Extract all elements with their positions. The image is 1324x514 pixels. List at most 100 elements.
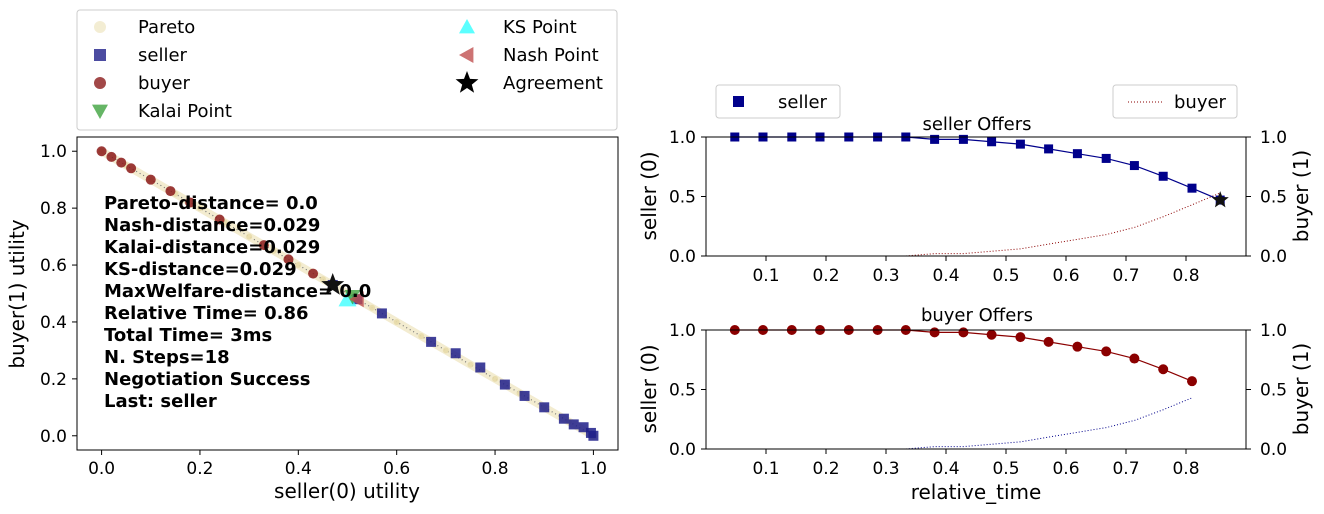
negotiation-stats: Pareto-distance= 0.0Nash-distance=0.029K… (104, 193, 371, 412)
seller-offers-other-line (734, 192, 1221, 257)
seller-offers-point (1158, 171, 1168, 181)
seller-offers-legend-right (1112, 84, 1238, 119)
buyer-offers-x-tick-label: 0.6 (1052, 459, 1079, 479)
utility-y-axis-label: buyer(1) utility (5, 219, 29, 368)
pareto-point (467, 361, 474, 368)
stat-line: Negotiation Success (104, 369, 310, 390)
seller-offers-point (930, 134, 940, 144)
stat-line: Pareto-distance= 0.0 (104, 193, 318, 214)
pareto-point (393, 318, 400, 325)
legend-marker-ks-point (459, 19, 475, 34)
kalai-point (344, 289, 361, 305)
seller-offers-plot: seller buyer seller Offers 0.1 0.2 0.3 0.4 0… (637, 84, 1313, 286)
main-legend-frame (76, 9, 618, 131)
stat-line: Kalai-distance=0.029 (104, 237, 320, 258)
utility-x-tick-label: 0.2 (186, 459, 213, 479)
seller-offers-legend-left (715, 84, 841, 119)
legend-marker-nash-point (459, 47, 474, 63)
seller-offers-y-tick-label-left: 0.0 (669, 247, 696, 267)
buyer-offers-y-tick-label-left: 0.0 (669, 440, 696, 460)
seller-offer-point (450, 348, 461, 359)
seller-offers-point (1101, 153, 1111, 163)
seller-offers-main-line (734, 136, 1221, 201)
buyer-offers-point (1158, 364, 1169, 375)
seller-offers-x-tick-label: 0.3 (872, 266, 899, 286)
buyer-offer-point (106, 151, 117, 162)
buyer-offers-x-tick-label: 0.4 (932, 459, 959, 479)
seller-offers-point (1129, 161, 1139, 171)
buyer-offers-x-tick-label: 0.7 (1112, 459, 1139, 479)
seller-offers-point (1044, 144, 1054, 154)
seller-offers-legend-right-label: buyer (1174, 92, 1227, 113)
legend-marker-seller (94, 49, 106, 61)
seller-offers-point (958, 134, 968, 144)
buyer-offers-point (929, 327, 940, 338)
buyer-offer-point (258, 240, 269, 251)
buyer-offer-point (126, 163, 137, 174)
pareto-point (369, 304, 376, 311)
utility-x-tick-label: 1.0 (580, 459, 607, 479)
buyer-offers-x-axis-label: relative_time (911, 480, 1042, 504)
main-legend: Pareto seller buyer Kalai Point KS Point Nash… (76, 9, 618, 131)
utility-x-tick-label: 0.0 (88, 459, 115, 479)
legend-label-nash-point: Nash Point (503, 45, 599, 66)
buyer-offers-y-tick-label-right: 0.0 (1260, 440, 1287, 460)
pareto-point (492, 375, 499, 382)
buyer-offers-plot: buyer Offers 0.1 0.2 0.3 0.4 0.5 0.6 0.7 0.8 0.0… (637, 305, 1313, 504)
seller-offers-title: seller Offers (922, 114, 1031, 135)
pareto-point (196, 205, 203, 212)
utility-y-tick-label: 0.4 (40, 313, 67, 333)
seller-offer-point (519, 390, 530, 401)
pareto-point (270, 247, 277, 254)
legend-marker-agreement (455, 71, 479, 93)
legend-label-ks-point: KS Point (503, 17, 577, 38)
legend-marker-buyer (94, 77, 106, 89)
buyer-offers-point (1187, 376, 1197, 387)
seller-offer-point (499, 379, 510, 390)
seller-offer-point (475, 362, 486, 373)
stat-line: Total Time= 3ms (104, 325, 272, 346)
buyer-offer-point (214, 214, 225, 225)
seller-offers-x-tick-label: 0.4 (932, 266, 959, 286)
buyer-offer-point (116, 157, 127, 168)
seller-offer-point (376, 308, 387, 319)
seller-offers-point (1015, 139, 1025, 149)
seller-offer-point (539, 402, 550, 413)
seller-offers-point (1072, 149, 1082, 159)
utility-plot: 0.0 0.2 0.4 0.6 0.8 1.0 0.0 0.2 0.4 0.6 0.8 1.0 sel… (5, 136, 619, 503)
stat-line: Relative Time= 0.86 (104, 303, 309, 324)
seller-legend-marker (733, 96, 744, 107)
buyer-offers-x-tick-label: 0.3 (872, 459, 899, 479)
seller-offer-point (585, 427, 596, 438)
buyer-offers-y-tick-label-left: 0.5 (669, 381, 696, 401)
buyer-offers-left-axis-label: seller (0) (637, 344, 661, 433)
seller-offers-x-tick-label: 0.7 (1112, 266, 1139, 286)
buyer-offers-right-axis-label: buyer (1) (1289, 343, 1313, 435)
buyer-offer-point (308, 268, 319, 279)
buyer-offers-x-tick-label: 0.8 (1172, 459, 1199, 479)
buyer-offer-point (165, 186, 176, 197)
seller-offers-right-axis-label: buyer (1) (1289, 150, 1313, 242)
utility-plot-frame (76, 136, 619, 451)
seller-offers-legend-left-label: seller (778, 92, 828, 113)
buyer-offers-y-tick-label-right: 0.5 (1260, 381, 1287, 401)
stat-line: N. Steps=18 (104, 347, 230, 368)
utility-y-tick-label: 0.6 (40, 256, 67, 276)
seller-offers-x-tick-label: 0.1 (752, 266, 779, 286)
buyer-offers-frame (705, 329, 1247, 450)
utility-x-tick-label: 0.4 (285, 459, 312, 479)
seller-offers-frame (705, 136, 1247, 257)
seller-offers-x-tick-label: 0.6 (1052, 266, 1079, 286)
seller-offers-x-tick-label: 0.5 (992, 266, 1019, 286)
buyer-offers-other-line (734, 397, 1193, 450)
seller-offer-point (558, 413, 569, 424)
pareto-point (319, 276, 326, 283)
agreement-point (321, 273, 345, 295)
buyer-offer-point (283, 254, 294, 265)
stat-line: KS-distance=0.029 (104, 259, 297, 280)
buyer-offers-point (1129, 353, 1140, 364)
stat-line: MaxWelfare-distance= 0.0 (104, 281, 371, 302)
seller-offers-y-tick-label-left: 0.5 (669, 188, 696, 208)
legend-label-buyer: buyer (138, 73, 191, 94)
seller-offers-y-tick-label-right: 0.0 (1260, 247, 1287, 267)
